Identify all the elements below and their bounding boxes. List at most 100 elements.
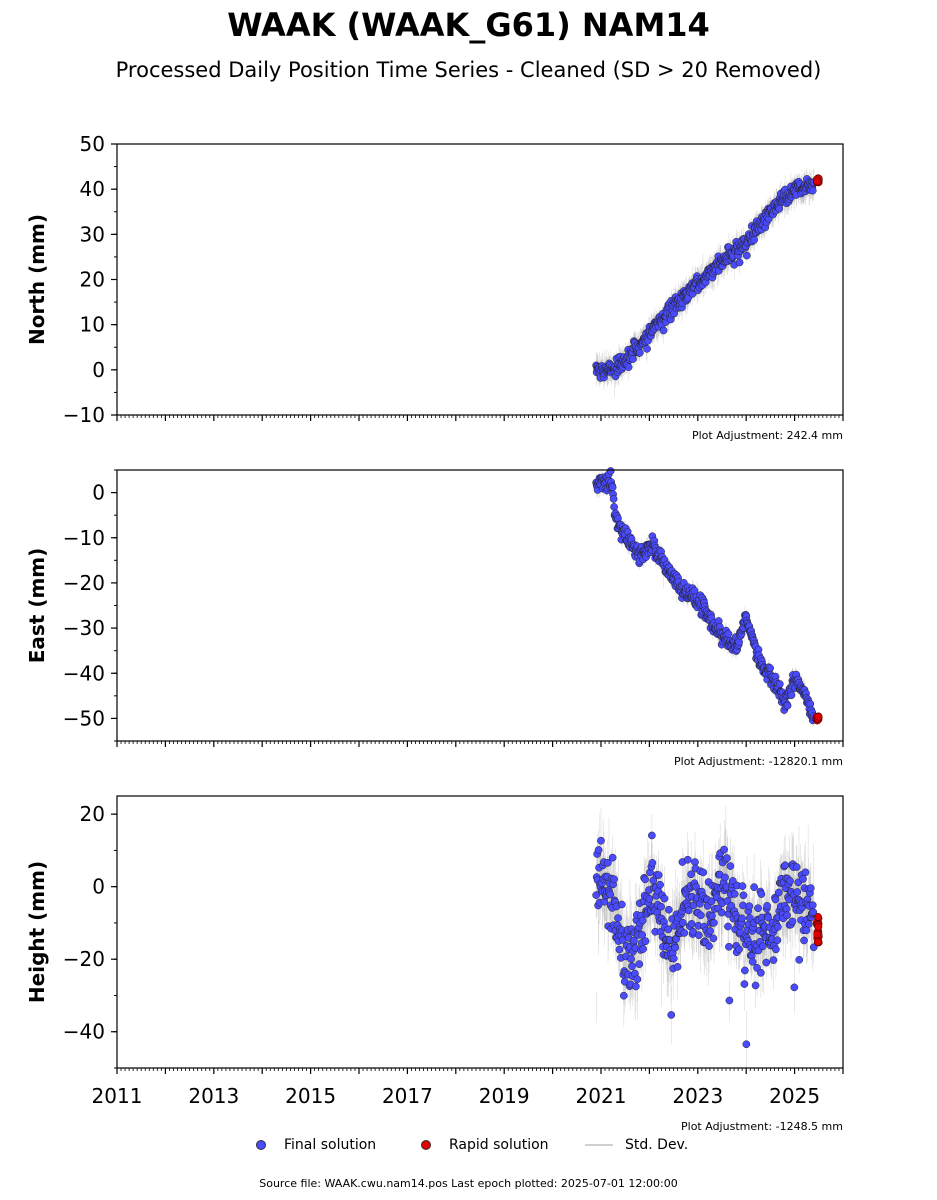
final-solution-point [687,920,696,928]
final-solution-point [754,904,762,913]
legend-rapid: Rapid solution [421,1137,549,1153]
rapid-solution-point [814,712,823,721]
x-tick-label: 2013 [188,1084,239,1108]
plot-adjustment-label: Plot Adjustment: 242.4 mm [692,429,843,442]
rapid-solution-point [814,913,822,921]
x-tick-label: 2015 [285,1084,336,1108]
final-solution-point [793,888,802,896]
final-solution-point [774,923,782,931]
final-solution-point [592,891,601,899]
page-subtitle: Processed Daily Position Time Series - C… [115,58,822,82]
final-solution-point [806,884,815,893]
final-solution-point [788,917,797,926]
final-solution-point [594,846,603,854]
final-solution-point [805,920,813,928]
final-solution-point [629,355,637,363]
final-solution-point [641,875,649,884]
final-solution-point [610,875,618,884]
final-solution-point [750,236,758,244]
plot-adjustment-label: Plot Adjustment: -1248.5 mm [681,1120,843,1133]
final-solution-point [799,875,807,883]
legend-stddev-label: Std. Dev. [625,1137,689,1153]
final-solution-point [660,894,669,903]
final-solution-point [696,911,705,920]
final-solution-point [679,918,687,927]
legend: Final solution Rapid solution Std. Dev. [0,1137,937,1157]
final-solution-point [740,980,749,988]
final-solution-point [659,326,668,335]
y-tick-label: 10 [80,313,105,337]
final-solution-point [800,936,808,945]
final-solution-point [708,911,716,920]
final-solution-point [775,204,784,213]
x-tick-label: 2025 [769,1084,820,1108]
final-solution-point [723,854,731,862]
final-solution-point [648,859,657,867]
source-info: Source file: WAAK.cwu.nam14.pos Last epo… [259,1177,678,1190]
final-solution-point [775,680,784,688]
final-solution-point [657,902,665,911]
final-solution-point [757,890,766,898]
y-tick-label: −40 [63,661,105,685]
final-solution-point [630,936,638,945]
final-solution-point [635,348,644,357]
final-points-group [592,175,818,382]
final-solution-point [782,904,791,913]
final-solution-point [781,861,789,870]
final-solution-point [757,968,765,977]
final-solution-point [705,942,713,950]
final-solution-point [735,258,744,267]
final-solution-point [638,931,647,939]
plot-adjustment-label: Plot Adjustment: -12820.1 mm [674,755,843,768]
final-solution-point [725,996,734,1005]
y-axis-label: North (mm) [25,214,49,345]
final-solution-point [641,937,650,946]
legend-stddev: Std. Dev. [585,1137,688,1153]
final-solution-point [606,890,615,899]
final-solution-point [654,871,663,879]
y-tick-label: 20 [80,268,105,292]
final-solution-point [699,868,708,877]
y-axis-label: East (mm) [25,548,49,664]
x-tick-label: 2019 [479,1084,530,1108]
final-solution-point [730,890,739,898]
y-tick-label: 30 [80,222,105,246]
final-solution-point [739,891,748,900]
final-solution-point [766,664,774,672]
final-solution-point [786,877,794,885]
final-solution-point [774,888,783,897]
final-solution-point [617,900,626,909]
y-tick-label: 20 [80,802,105,826]
final-solution-point [664,905,673,914]
legend-final-label: Final solution [284,1137,377,1153]
x-tick-label: 2017 [382,1084,433,1108]
final-solution-point [739,901,747,910]
final-solution-point [691,858,699,866]
final-solution-point [771,895,780,904]
final-solution-point [764,913,773,922]
std-dev-line-icon [585,1144,613,1146]
rapid-solution-point [814,922,823,931]
final-solution-point [758,942,767,951]
final-solution-point [808,186,817,195]
y-tick-label: 0 [92,358,105,382]
x-tick-label: 2023 [672,1084,723,1108]
final-solution-point [638,916,647,925]
final-solution-point [606,467,615,475]
final-solution-point [628,962,636,971]
final-solution-point [772,945,780,954]
final-solution-point [724,922,732,931]
final-solution-point [609,495,618,503]
final-solution-point [750,883,758,892]
y-tick-label: −20 [63,947,105,971]
y-tick-label: −20 [63,571,105,595]
rapid-solution-point [813,930,821,939]
x-tick-label: 2021 [576,1084,627,1108]
final-solution-point [742,1040,751,1049]
rapid-solution-marker-icon [421,1140,431,1150]
final-solution-point [619,991,628,1000]
final-solution-point [683,855,692,864]
final-solution-point [706,927,714,935]
final-solution-point [743,251,751,260]
